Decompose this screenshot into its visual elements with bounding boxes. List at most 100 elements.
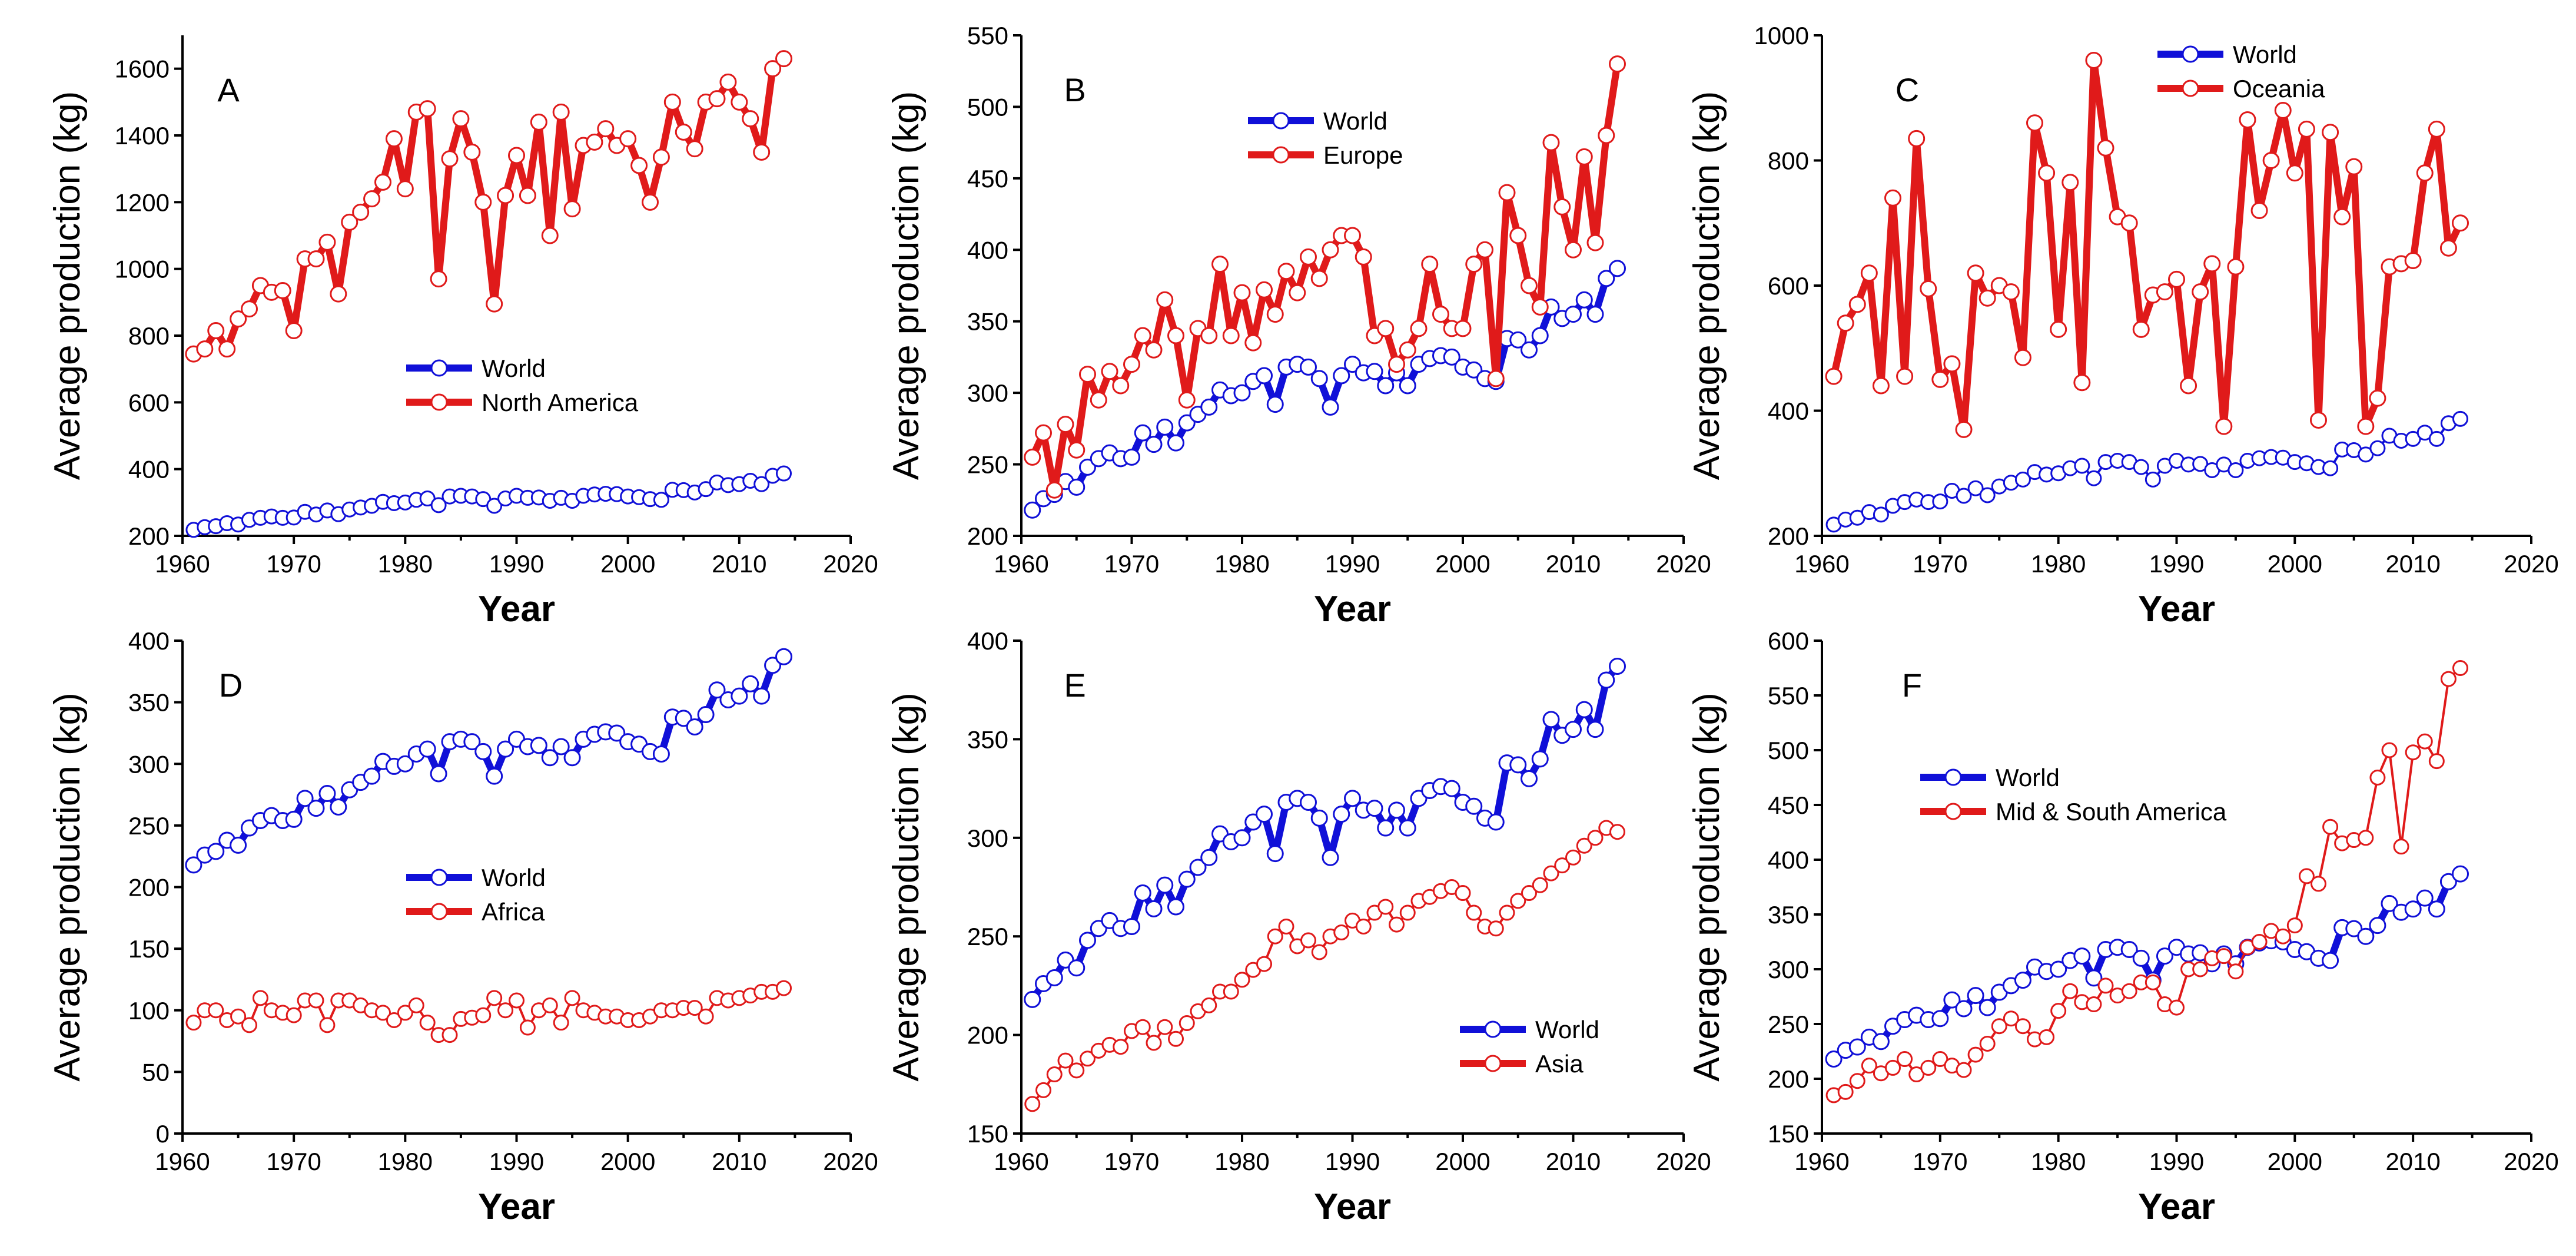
data-point <box>274 282 291 299</box>
data-point <box>2014 1018 2031 1035</box>
x-tick-label: 1960 <box>994 550 1048 578</box>
data-point <box>686 718 703 735</box>
data-point <box>1146 1035 1162 1051</box>
data-point <box>1179 1015 1195 1032</box>
data-point <box>642 193 659 211</box>
data-point <box>2073 947 2091 965</box>
data-point <box>1178 414 1196 432</box>
data-point <box>1575 148 1593 165</box>
data-point <box>1366 800 1383 817</box>
data-point <box>363 190 381 208</box>
legend-entry-label: World <box>1535 1016 1599 1043</box>
legend-swatch-marker <box>2182 79 2199 97</box>
data-point <box>419 740 436 758</box>
data-point <box>2227 258 2245 276</box>
data-point <box>1454 320 1472 337</box>
data-point <box>2085 52 2103 69</box>
data-point <box>2168 270 2185 288</box>
data-point <box>1465 797 1483 815</box>
data-point <box>1443 780 1460 797</box>
panel-a: 1960 1970 1980 1990 2000 2010 2020 200 400 600 800… <box>47 35 878 629</box>
data-point <box>1266 396 1284 413</box>
data-point <box>1979 487 1996 503</box>
data-point <box>352 203 370 221</box>
data-point <box>1956 488 1972 504</box>
data-point <box>2192 961 2209 977</box>
data-point <box>1167 327 1184 344</box>
series-line <box>191 654 786 868</box>
data-point <box>1113 1039 1129 1055</box>
x-axis-title: Year <box>478 1187 555 1227</box>
series-line <box>1831 871 2462 1062</box>
data-point <box>1079 366 1096 383</box>
data-point <box>1024 501 1041 519</box>
data-point <box>1586 721 1604 738</box>
data-point <box>2298 120 2315 138</box>
data-point <box>1837 314 1854 332</box>
data-point <box>2121 983 2137 999</box>
data-point <box>1884 189 1901 207</box>
data-point <box>474 743 492 760</box>
data-point <box>1955 1000 1973 1018</box>
x-tick-label: 2020 <box>1656 550 1711 578</box>
y-tick-label: 150 <box>128 935 170 963</box>
data-point <box>2120 214 2138 232</box>
data-point <box>1908 1066 1925 1083</box>
data-point <box>2439 873 2457 890</box>
x-tick-label: 1960 <box>155 550 210 578</box>
data-point <box>207 843 225 860</box>
data-point <box>386 1012 402 1028</box>
legend: World Europe <box>1248 107 1403 169</box>
x-tick-label: 2000 <box>600 1148 655 1175</box>
data-point <box>207 322 225 339</box>
data-point <box>1201 997 1217 1013</box>
data-point <box>1609 658 1626 675</box>
y-tick-label: 250 <box>967 451 1008 479</box>
data-point <box>1123 448 1140 466</box>
data-point <box>285 810 303 828</box>
panel-c: 1960 1970 1980 1990 2000 2010 2020 200 400 600 800… <box>1687 22 2559 629</box>
data-point <box>2440 671 2457 687</box>
y-tick-label: 100 <box>128 997 170 1025</box>
data-point <box>2050 960 2067 978</box>
y-tick-label: 250 <box>967 923 1008 950</box>
x-tick-label: 2000 <box>1435 550 1490 578</box>
data-point <box>1300 932 1316 949</box>
data-point <box>486 767 503 785</box>
data-point <box>2097 139 2114 157</box>
data-point <box>1079 932 1096 949</box>
data-point <box>1244 334 1262 352</box>
data-point <box>1112 377 1130 395</box>
data-point <box>675 123 692 141</box>
data-point <box>1849 1073 1865 1089</box>
data-point <box>2298 868 2315 884</box>
legend-swatch-marker <box>2182 45 2199 63</box>
data-point <box>1399 341 1416 359</box>
data-point <box>2393 839 2409 855</box>
data-point <box>686 140 703 158</box>
data-point <box>318 233 336 251</box>
data-point <box>441 1027 458 1043</box>
data-point <box>1333 367 1350 385</box>
data-point <box>1079 458 1096 476</box>
y-tick-label: 500 <box>1768 737 1809 764</box>
series-africa <box>185 980 792 1043</box>
data-point <box>731 687 748 705</box>
data-point <box>2286 164 2303 182</box>
data-point <box>2180 377 2197 395</box>
data-point <box>419 100 436 118</box>
series-world <box>1024 260 1626 519</box>
data-point <box>252 990 268 1006</box>
data-point <box>1955 420 1973 438</box>
data-point <box>2251 934 2268 950</box>
data-point <box>241 1017 257 1033</box>
x-tick-label: 1980 <box>2031 1148 2086 1175</box>
legend-swatch-marker <box>1944 768 1962 786</box>
data-point <box>2275 928 2291 945</box>
y-axis-title: Average production (kg) <box>47 91 88 480</box>
x-tick-label: 1980 <box>378 550 433 578</box>
x-tick-label: 2010 <box>2385 550 2440 578</box>
data-point <box>653 492 669 508</box>
x-tick-label: 2010 <box>2385 1148 2440 1175</box>
